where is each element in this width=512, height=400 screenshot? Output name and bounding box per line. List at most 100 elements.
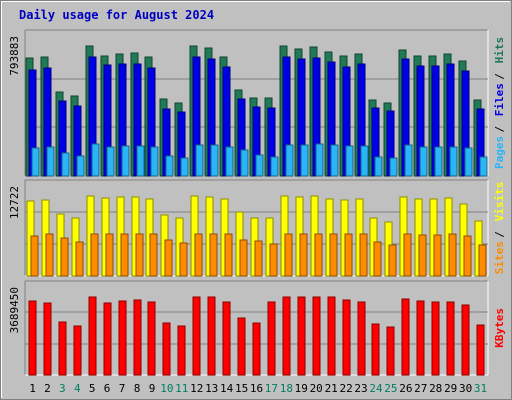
bar-hits-files-pages-pages-day-15 — [240, 149, 249, 177]
bar-visits-sites-sites-day-22 — [344, 233, 353, 277]
bar-kbytes-kbytes-day-19 — [297, 296, 306, 376]
day-label-21: 21 — [325, 382, 338, 395]
bar-kbytes-kbytes-day-13 — [207, 296, 216, 376]
bar-visits-sites-sites-day-28 — [433, 234, 442, 277]
bar-visits-sites-sites-day-1 — [30, 235, 39, 277]
bar-kbytes-kbytes-day-5 — [88, 296, 97, 376]
bar-kbytes-kbytes-day-8 — [133, 299, 142, 376]
day-label-22: 22 — [339, 382, 352, 395]
day-label-16: 16 — [250, 382, 263, 395]
day-label-12: 12 — [190, 382, 203, 395]
bar-hits-files-pages-pages-day-11 — [180, 157, 189, 177]
bar-kbytes-kbytes-day-25 — [386, 326, 395, 376]
bar-hits-files-pages-pages-day-5 — [91, 143, 100, 177]
bar-visits-sites-sites-day-5 — [90, 233, 99, 277]
bar-hits-files-pages-pages-day-20 — [315, 143, 324, 177]
bar-hits-files-pages-pages-day-1 — [31, 147, 40, 177]
day-label-19: 19 — [295, 382, 308, 395]
bar-kbytes-kbytes-day-24 — [371, 323, 380, 376]
day-label-4: 4 — [74, 382, 81, 395]
bar-visits-sites-sites-day-17 — [269, 243, 278, 277]
bar-kbytes-kbytes-day-7 — [118, 300, 127, 376]
bar-kbytes-kbytes-day-28 — [431, 301, 440, 376]
bar-visits-sites-sites-day-19 — [299, 233, 308, 277]
bar-hits-files-pages-pages-day-18 — [285, 144, 294, 177]
bar-kbytes-kbytes-day-23 — [357, 301, 366, 376]
day-label-1: 1 — [29, 382, 36, 395]
bar-hits-files-pages-pages-day-2 — [46, 146, 55, 177]
bar-hits-files-pages-pages-day-25 — [389, 157, 398, 177]
bar-visits-sites-sites-day-11 — [179, 242, 188, 277]
bar-visits-sites-sites-day-12 — [194, 233, 203, 277]
legend-files: Files — [493, 83, 506, 116]
bar-kbytes-kbytes-day-6 — [103, 302, 112, 376]
day-label-5: 5 — [89, 382, 96, 395]
bar-hits-files-pages-pages-day-22 — [345, 145, 354, 177]
legend-separator: / — [493, 73, 506, 80]
bar-kbytes-kbytes-day-21 — [327, 296, 336, 376]
bar-visits-sites-sites-day-13 — [209, 233, 218, 277]
bar-hits-files-pages-pages-day-17 — [270, 156, 279, 177]
legend-visits: Visits — [493, 182, 506, 222]
bar-kbytes-kbytes-day-20 — [312, 296, 321, 376]
bar-hits-files-pages-pages-day-16 — [255, 154, 264, 177]
bar-visits-sites-sites-day-25 — [388, 244, 397, 277]
bar-kbytes-kbytes-day-29 — [446, 301, 455, 376]
bar-hits-files-pages-pages-day-9 — [150, 146, 159, 177]
bar-kbytes-kbytes-day-30 — [461, 304, 470, 376]
day-label-26: 26 — [399, 382, 412, 395]
bar-kbytes-kbytes-day-26 — [401, 298, 410, 376]
day-label-25: 25 — [384, 382, 397, 395]
bar-kbytes-kbytes-day-27 — [416, 300, 425, 376]
bar-hits-files-pages-pages-day-30 — [464, 147, 473, 177]
bar-hits-files-pages-pages-day-26 — [404, 144, 413, 177]
day-label-7: 7 — [119, 382, 126, 395]
day-label-23: 23 — [354, 382, 367, 395]
bar-visits-sites-sites-day-23 — [359, 233, 368, 277]
bar-hits-files-pages-pages-day-4 — [76, 155, 85, 177]
bar-kbytes-kbytes-day-16 — [252, 322, 261, 376]
bar-kbytes-kbytes-day-1 — [28, 300, 37, 376]
day-label-15: 15 — [235, 382, 248, 395]
day-label-10: 10 — [160, 382, 173, 395]
day-label-29: 29 — [444, 382, 457, 395]
day-label-31: 31 — [474, 382, 487, 395]
day-label-18: 18 — [280, 382, 293, 395]
bar-kbytes-kbytes-day-17 — [267, 301, 276, 376]
day-label-6: 6 — [104, 382, 111, 395]
bar-visits-sites-sites-day-8 — [135, 233, 144, 277]
bar-visits-sites-sites-day-15 — [239, 239, 248, 277]
bar-kbytes-kbytes-day-31 — [476, 324, 485, 376]
bar-visits-sites-sites-day-31 — [478, 244, 487, 277]
bar-visits-sites-sites-day-2 — [45, 233, 54, 277]
bar-hits-files-pages-pages-day-21 — [330, 144, 339, 177]
bar-hits-files-pages-pages-day-7 — [121, 145, 130, 177]
bar-kbytes-kbytes-day-4 — [73, 325, 82, 376]
day-label-8: 8 — [134, 382, 141, 395]
day-label-24: 24 — [369, 382, 383, 395]
bar-hits-files-pages-pages-day-31 — [479, 156, 488, 177]
legend-kbytes: KBytes — [493, 308, 506, 348]
bar-hits-files-pages-pages-day-19 — [300, 144, 309, 177]
day-label-14: 14 — [220, 382, 234, 395]
y-max-label: 793883 — [8, 36, 21, 76]
legend-separator: / — [493, 231, 506, 238]
bar-kbytes-kbytes-day-10 — [162, 322, 171, 376]
bar-visits-sites-sites-day-4 — [75, 241, 84, 277]
chart-title: Daily usage for August 2024 — [19, 8, 215, 22]
bar-kbytes-kbytes-day-9 — [147, 301, 156, 376]
day-label-30: 30 — [459, 382, 472, 395]
day-label-13: 13 — [205, 382, 218, 395]
bar-hits-files-pages-pages-day-14 — [225, 146, 234, 177]
bar-hits-files-pages-pages-day-29 — [449, 146, 458, 177]
bar-hits-files-pages-pages-day-23 — [360, 145, 369, 177]
bar-hits-files-pages-pages-day-12 — [195, 144, 204, 177]
bar-hits-files-pages-pages-day-13 — [210, 144, 219, 177]
legend-pages: Pages — [493, 136, 506, 169]
bar-kbytes-kbytes-day-2 — [43, 302, 52, 376]
day-label-2: 2 — [44, 382, 51, 395]
day-label-9: 9 — [149, 382, 156, 395]
bar-kbytes-kbytes-day-18 — [282, 296, 291, 376]
bar-hits-files-pages-pages-day-6 — [106, 146, 115, 177]
bar-visits-sites-sites-day-21 — [329, 233, 338, 277]
